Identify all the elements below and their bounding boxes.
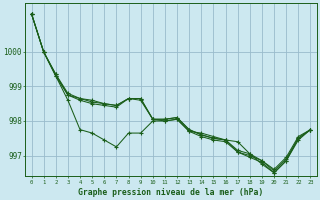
X-axis label: Graphe pression niveau de la mer (hPa): Graphe pression niveau de la mer (hPa) <box>78 188 264 197</box>
